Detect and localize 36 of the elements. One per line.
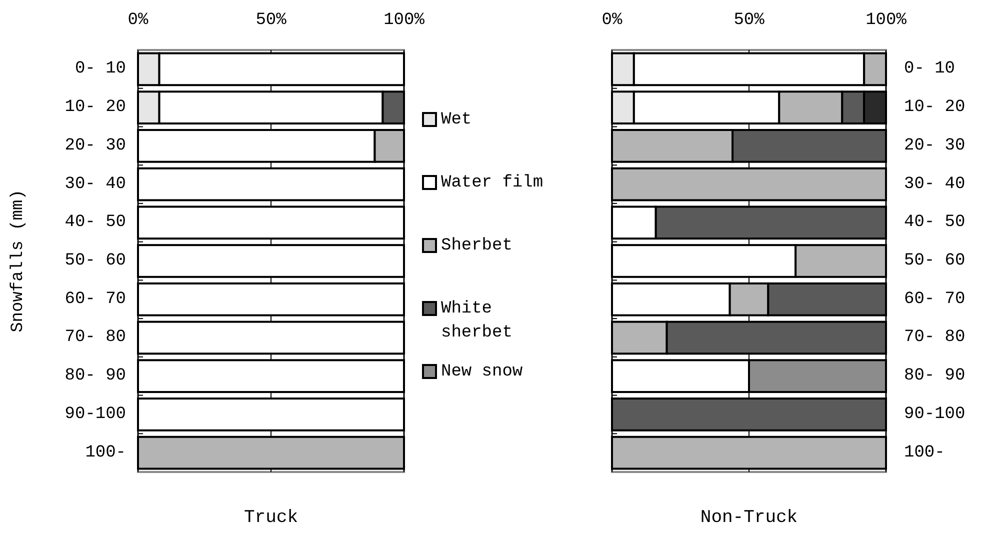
y-tick-label: 80- 90 bbox=[904, 366, 966, 386]
y-tick-label: 10- 20 bbox=[64, 98, 126, 118]
y-axis-title: Snowfalls (mm) bbox=[9, 190, 28, 332]
y-tick-label: 70- 80 bbox=[904, 328, 966, 348]
x-axis-title: Truck bbox=[244, 508, 298, 528]
x-tick-label: 0% bbox=[602, 11, 623, 30]
legend-label: Wet bbox=[441, 110, 472, 130]
legend-label: Water film bbox=[441, 174, 544, 192]
x-tick-label: 100% bbox=[384, 11, 426, 30]
y-tick-label: 10- 20 bbox=[904, 98, 966, 118]
legend-label: White sherbet bbox=[441, 300, 512, 342]
y-tick-label: 60- 70 bbox=[904, 290, 966, 309]
y-tick-label: 90-100 bbox=[904, 404, 966, 424]
x-tick-label: 100% bbox=[866, 11, 908, 30]
legend-label: Sherbet bbox=[441, 236, 512, 256]
y-tick-label: 60- 70 bbox=[64, 290, 126, 309]
y-tick-label: 80- 90 bbox=[64, 366, 126, 386]
y-tick-label: 90-100 bbox=[64, 404, 126, 424]
y-tick-label: 20- 30 bbox=[64, 136, 126, 156]
y-tick-label: 0- 10 bbox=[904, 60, 956, 79]
y-tick-label: 40- 50 bbox=[904, 213, 966, 232]
y-tick-label: 70- 80 bbox=[64, 328, 126, 348]
y-tick-label: 30- 40 bbox=[64, 174, 126, 194]
y-tick-label: 20- 30 bbox=[904, 136, 966, 156]
y-tick-label: 0- 10 bbox=[74, 60, 126, 79]
legend-label: New snow bbox=[441, 362, 524, 382]
x-axis-title: Non-Truck bbox=[700, 508, 798, 528]
x-tick-label: 50% bbox=[734, 11, 766, 30]
y-tick-label: 30- 40 bbox=[904, 174, 966, 194]
y-tick-label: 100- bbox=[85, 443, 126, 462]
y-tick-label: 100- bbox=[904, 443, 945, 462]
x-tick-label: 0% bbox=[128, 11, 149, 30]
y-tick-label: 50- 60 bbox=[64, 252, 126, 270]
y-tick-label: 40- 50 bbox=[64, 213, 126, 232]
x-tick-label: 50% bbox=[256, 11, 288, 30]
y-tick-label: 50- 60 bbox=[904, 252, 966, 270]
